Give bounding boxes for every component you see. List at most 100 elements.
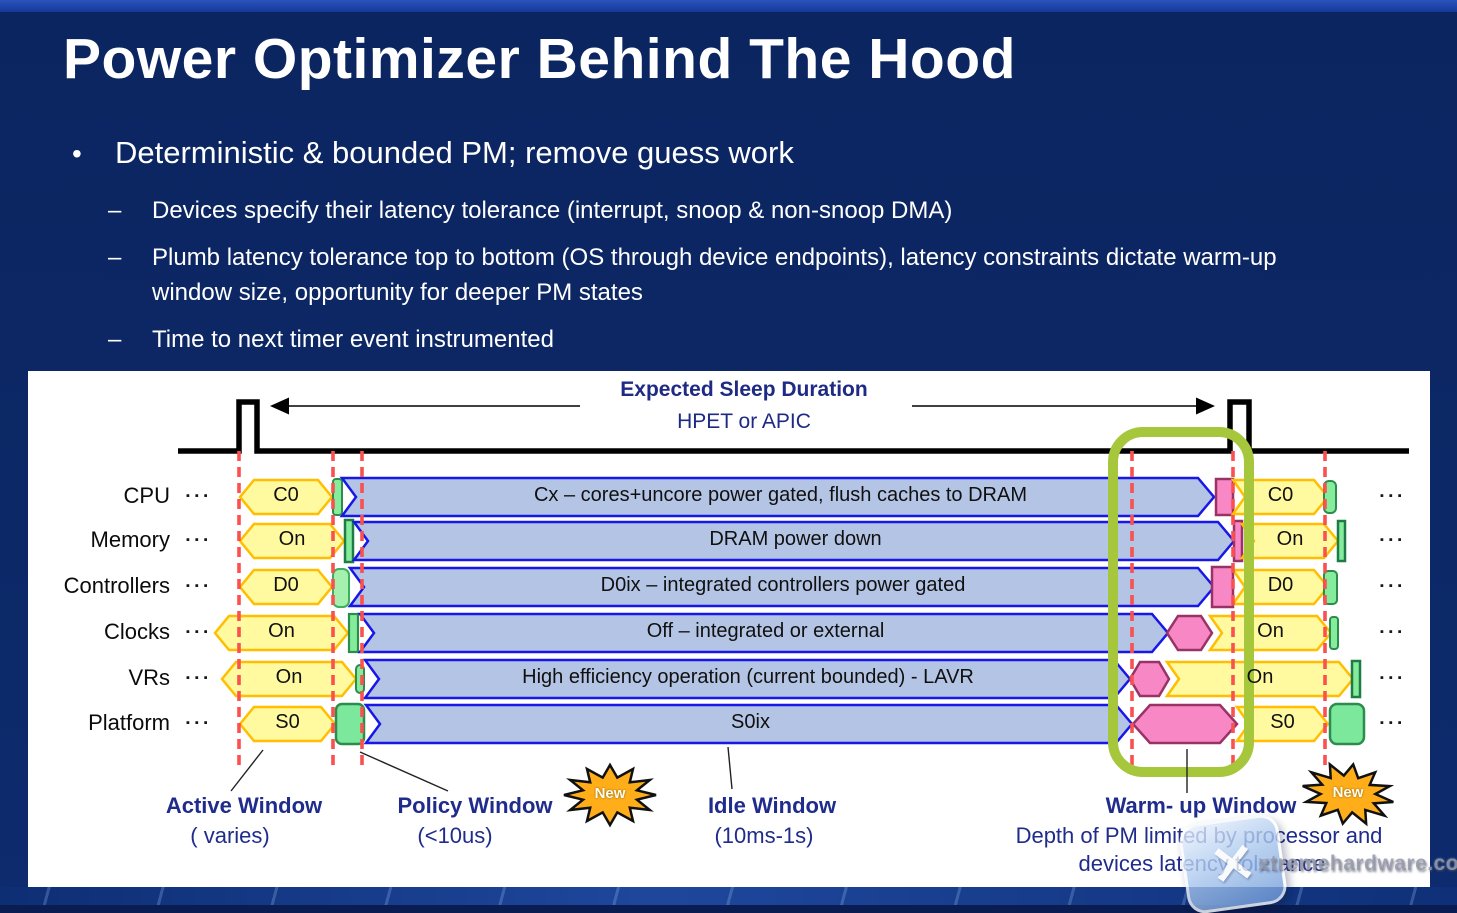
ready-marker	[1336, 519, 1347, 563]
row-label-controllers: Controllers	[63, 573, 170, 598]
ready-marker	[343, 518, 355, 564]
warmup-window-label: Warm- up Window	[1105, 793, 1297, 818]
power-state-bar	[357, 612, 1170, 654]
leader-lines	[230, 746, 1188, 793]
starburst-shape	[1301, 761, 1395, 827]
state-label: D0	[273, 574, 299, 596]
policy-window-duration: (<10us)	[417, 823, 493, 848]
row-cpu-shapes	[238, 476, 1337, 518]
sub-bullet-1: Devices specify their latency tolerance …	[152, 197, 953, 224]
state-label: S0	[275, 711, 300, 733]
ellipsis-icon: ▪▪▪	[186, 490, 213, 502]
idle-window-duration: (10ms-1s)	[714, 823, 814, 848]
ready-marker	[1328, 702, 1366, 746]
leader-policy-window	[359, 751, 449, 792]
state-label: On	[1276, 528, 1304, 550]
bullet-main: Deterministic & bounded PM; remove guess…	[115, 135, 794, 170]
ellipsis-icon: ▪▪▪	[1380, 580, 1407, 592]
x-logo-icon: ✕	[1206, 831, 1260, 898]
state-label: On	[1246, 666, 1274, 688]
ellipsis-icon: ▪▪▪	[1380, 717, 1407, 729]
row-controllers-shapes	[238, 565, 1338, 609]
state-hexagon	[1164, 660, 1355, 698]
new-starburst-policy	[563, 762, 657, 828]
new-badge-label: New	[594, 785, 626, 802]
timer-source-label: HPET or APIC	[677, 410, 811, 433]
sub-bullet-3: Time to next timer event instrumented	[152, 326, 554, 353]
ellipsis-icon: ▪▪▪	[186, 534, 213, 546]
warmup-transition	[1128, 660, 1171, 698]
arrowhead-left-icon	[270, 397, 289, 415]
diagram-panel: Expected Sleep Duration HPET or APIC CPU…	[28, 371, 1430, 887]
state-hexagon	[220, 660, 358, 698]
active-window-label: Active Window	[165, 793, 323, 818]
leader-idle-window	[727, 746, 733, 790]
ready-marker	[332, 568, 350, 608]
state-label: On	[268, 620, 295, 642]
row-label-platform: Platform	[88, 710, 170, 735]
timing-diagram-graphics	[178, 397, 1409, 828]
top-accent-strip	[0, 0, 1457, 12]
leader-active-window	[230, 749, 264, 792]
ready-marker	[347, 612, 360, 654]
starburst-shape	[563, 762, 657, 828]
new-starburst-warmup	[1301, 761, 1395, 827]
state-label: On	[278, 528, 306, 550]
ellipsis-icon: ▪▪▪	[1380, 490, 1407, 502]
idle-window-label: Idle Window	[707, 793, 837, 818]
bar-text-memory: DRAM power down	[709, 528, 882, 550]
warmup-transition	[1131, 703, 1239, 745]
state-label: C0	[1267, 484, 1294, 506]
row-label-memory: Memory	[90, 527, 170, 552]
timeline-pulse-waveform	[178, 399, 1409, 454]
ellipsis-icon: ▪▪▪	[1380, 626, 1407, 638]
bar-text-cpu: Cx – cores+uncore power gated, flush cac…	[533, 484, 1028, 506]
sub-bullet-dash: –	[108, 197, 122, 224]
sleep-duration-label: Expected Sleep Duration	[620, 378, 868, 401]
sub-bullet-dash: –	[108, 244, 122, 271]
ellipsis-icon: ▪▪▪	[186, 672, 213, 684]
warmup-transition	[1214, 477, 1235, 517]
row-label-clocks: Clocks	[103, 619, 170, 644]
policy-window-label: Policy Window	[397, 793, 553, 818]
warmup-highlight-box	[1108, 427, 1254, 777]
row-label-cpu: CPU	[123, 483, 170, 508]
watermark-text: xtremehardware.com	[1258, 852, 1457, 875]
warmup-transition	[1232, 519, 1244, 563]
row-vrs-shapes	[220, 658, 1362, 700]
power-state-bar	[339, 476, 1216, 518]
new-badge-label: New	[1332, 784, 1364, 801]
ready-marker	[1350, 659, 1362, 699]
state-label: D0	[1267, 574, 1294, 596]
state-hexagon	[1207, 614, 1333, 652]
bullet-marker: •	[72, 138, 82, 169]
sub-bullet-2: Plumb latency tolerance top to bottom (O…	[152, 244, 1277, 306]
warmup-transition	[1165, 614, 1214, 652]
power-state-bar	[347, 566, 1216, 608]
ready-marker	[332, 478, 343, 516]
state-label: S0	[1270, 711, 1295, 733]
ready-marker	[334, 702, 366, 746]
bar-text-controllers: D0ix – integrated controllers power gate…	[600, 574, 966, 596]
ellipsis-icon: ▪▪▪	[1380, 672, 1407, 684]
ellipsis-icon: ▪▪▪	[186, 626, 213, 638]
bottom-edge-band	[0, 905, 1457, 913]
active-window-duration: ( varies)	[190, 823, 270, 848]
state-label: C0	[273, 484, 299, 506]
ellipsis-icon: ▪▪▪	[1380, 534, 1407, 546]
dashed-window-guides	[237, 451, 1327, 771]
sub-bullet-dash: –	[108, 326, 122, 353]
row-label-vrs: VRs	[128, 665, 170, 690]
bar-text-platform: S0ix	[731, 711, 770, 733]
page-title: Power Optimizer Behind The Hood	[63, 27, 1016, 91]
bar-text-vrs: High efficiency operation (current bound…	[522, 666, 974, 688]
state-label: On	[275, 666, 303, 688]
state-hexagon	[238, 478, 334, 516]
bar-text-clocks: Off – integrated or external	[646, 620, 885, 642]
ellipsis-icon: ▪▪▪	[186, 717, 213, 729]
ready-marker	[355, 664, 365, 694]
ready-marker	[1329, 616, 1339, 650]
ready-marker	[1323, 480, 1337, 514]
row-platform-shapes	[238, 702, 1366, 746]
state-label: On	[1257, 620, 1284, 642]
